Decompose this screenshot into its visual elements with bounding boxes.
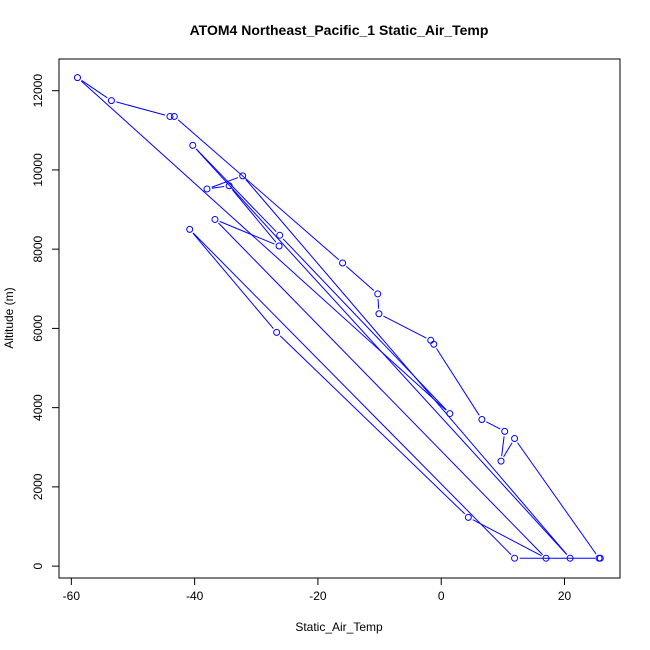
- data-point: [511, 435, 519, 443]
- series-segment: [192, 232, 274, 329]
- y-axis-label: Altitude (m): [2, 287, 16, 348]
- series-segment: [219, 220, 275, 245]
- series-segment: [231, 189, 277, 243]
- y-tick-label: 2000: [31, 473, 45, 500]
- series-segment: [192, 232, 512, 555]
- x-axis: -60 -40 -20 0 20: [63, 577, 572, 603]
- data-point: [511, 554, 519, 562]
- y-tick-label: 12000: [31, 74, 45, 108]
- data-point: [211, 215, 219, 223]
- series-segment: [81, 80, 108, 99]
- series-segment: [245, 179, 568, 555]
- series-segment: [177, 119, 340, 261]
- x-tick-label: -40: [186, 589, 204, 603]
- data-point: [427, 336, 435, 344]
- data-point: [464, 513, 472, 521]
- y-axis: 0 2000 4000 6000 8000 10000 12000: [31, 74, 60, 569]
- series-segment: [80, 80, 447, 411]
- data-point: [497, 457, 505, 465]
- y-tick-label: 6000: [31, 315, 45, 342]
- data-point: [107, 97, 115, 105]
- series-segment: [282, 238, 447, 411]
- data-point: [273, 328, 281, 336]
- data-point: [170, 112, 178, 120]
- series-segment: [517, 442, 597, 555]
- series-segment: [377, 298, 380, 309]
- data-point: [225, 182, 233, 190]
- data-point: [276, 231, 284, 239]
- data-point: [375, 310, 383, 318]
- series-segment: [501, 436, 505, 457]
- data-point: [186, 225, 194, 233]
- data-point: [430, 340, 438, 348]
- chart-title: ATOM4 Northeast_Pacific_1 Static_Air_Tem…: [190, 22, 489, 38]
- y-tick-label: 8000: [31, 235, 45, 262]
- x-tick-label: 0: [438, 589, 445, 603]
- series-segment: [436, 348, 480, 416]
- data-point: [566, 554, 574, 562]
- y-tick-label: 4000: [31, 394, 45, 421]
- data-point: [446, 410, 454, 418]
- series-layer: [73, 74, 604, 562]
- data-point: [339, 259, 347, 267]
- data-point: [478, 416, 486, 424]
- x-tick-label: -60: [63, 589, 81, 603]
- data-point: [595, 554, 603, 562]
- series-segment: [279, 335, 466, 515]
- series-segment: [383, 315, 427, 339]
- series-segment: [211, 177, 239, 188]
- series-segment: [503, 442, 513, 458]
- data-point: [203, 185, 211, 193]
- series-segment: [195, 148, 277, 233]
- series-segment: [346, 265, 375, 292]
- data-point: [166, 112, 174, 120]
- data-point: [189, 141, 197, 149]
- x-tick-label: 20: [558, 589, 572, 603]
- y-tick-label: 0: [31, 562, 45, 569]
- data-point: [374, 290, 382, 298]
- data-point: [73, 74, 81, 82]
- data-point: [275, 242, 283, 250]
- series-segment: [472, 519, 542, 557]
- data-point: [501, 427, 509, 435]
- y-tick-label: 10000: [31, 153, 45, 187]
- data-point: [542, 554, 550, 562]
- series-segment: [486, 421, 501, 430]
- x-tick-label: -20: [309, 589, 327, 603]
- data-point: [239, 172, 247, 180]
- series-segment: [218, 222, 543, 555]
- x-axis-label: Static_Air_Temp: [295, 620, 383, 634]
- series-segment: [116, 101, 166, 116]
- series-segment: [211, 185, 225, 189]
